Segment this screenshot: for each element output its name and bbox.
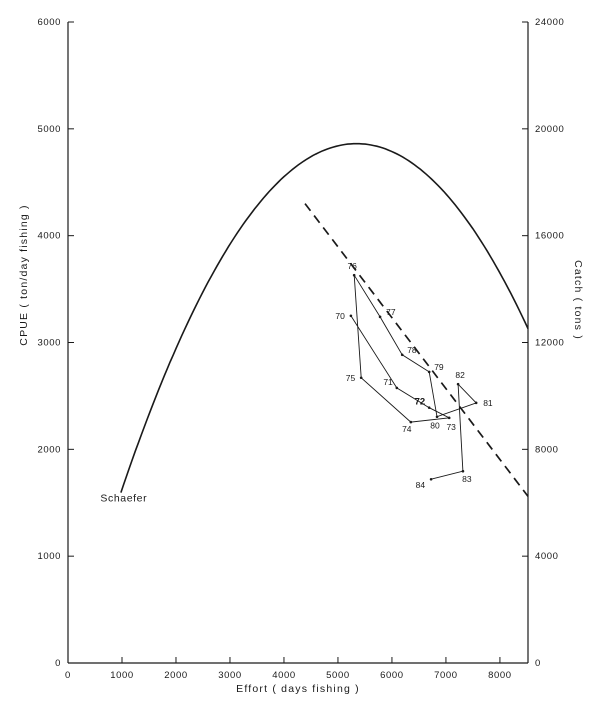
- year-point-78: [400, 353, 404, 357]
- right-tick-label: 20000: [535, 124, 564, 135]
- year-point-80: [435, 415, 439, 419]
- year-point-79: [427, 370, 431, 374]
- year-label-70: 70: [335, 311, 345, 321]
- year-point-70: [349, 314, 353, 318]
- year-point-81: [474, 401, 478, 405]
- x-tick-label: 3000: [218, 670, 242, 681]
- right-tick-label: 4000: [535, 551, 559, 562]
- x-tick-label: 8000: [488, 670, 512, 681]
- chart-render-layer: 0 1000 2000 3000 4000 5000 6000 7000 8000 0 1000 20…: [37, 17, 564, 681]
- year-label-77: 77: [386, 307, 396, 317]
- year-label-78: 78: [407, 345, 417, 355]
- left-tick-label: 0: [55, 658, 61, 669]
- left-tick-label: 4000: [37, 231, 61, 242]
- year-point-83: [461, 469, 465, 473]
- left-tick-label: 3000: [37, 338, 61, 349]
- year-label-71: 71: [383, 377, 393, 387]
- right-tick-label: 12000: [535, 338, 564, 349]
- year-label-84: 84: [416, 480, 426, 490]
- right-axis-title: Catch ( tons ): [572, 260, 584, 340]
- schaefer-curve: [120, 142, 529, 493]
- x-tick-label: 1000: [110, 670, 134, 681]
- left-tick-label: 1000: [37, 551, 61, 562]
- x-tick-label: 7000: [434, 670, 458, 681]
- right-tick-label: 16000: [535, 231, 564, 242]
- left-tick-label: 5000: [37, 124, 61, 135]
- year-label-83: 83: [462, 474, 472, 484]
- year-point-75: [359, 376, 363, 380]
- regression-dashed-line: [304, 203, 529, 497]
- left-tick-label: 6000: [37, 17, 61, 28]
- x-tick-label: 5000: [326, 670, 350, 681]
- year-label-74: 74: [402, 424, 412, 434]
- year-point-84: [429, 477, 433, 481]
- left-tick-label: 2000: [37, 444, 61, 455]
- year-point-72: [427, 406, 431, 409]
- x-tick-label: 4000: [272, 670, 296, 681]
- year-point-82: [456, 382, 460, 386]
- right-tick-label: 8000: [535, 444, 559, 455]
- year-label-80: 80: [430, 421, 440, 431]
- x-tick-label: 2000: [164, 670, 188, 681]
- x-axis-title: Effort ( days fishing ): [236, 683, 360, 695]
- year-point-73: [447, 416, 451, 420]
- year-label-82: 82: [455, 370, 465, 380]
- year-label-79: 79: [434, 362, 444, 372]
- x-tick-label: 6000: [380, 670, 404, 681]
- year-label-72: 72: [415, 397, 426, 408]
- year-label-75: 75: [346, 373, 356, 383]
- year-label-73: 73: [446, 422, 456, 432]
- year-point-76: [352, 273, 356, 277]
- year-point-74: [409, 420, 413, 424]
- year-label-76: 76: [347, 261, 357, 271]
- year-point-71: [395, 386, 399, 390]
- x-tick-label: 0: [65, 670, 71, 681]
- year-label-81: 81: [483, 398, 493, 408]
- year-point-77: [378, 315, 382, 319]
- right-tick-label: 0: [535, 658, 541, 669]
- right-tick-label: 24000: [535, 17, 564, 28]
- schaefer-curve-label: Schaefer: [100, 493, 147, 505]
- left-axis-title: CPUE ( ton/day fishing ): [18, 204, 30, 345]
